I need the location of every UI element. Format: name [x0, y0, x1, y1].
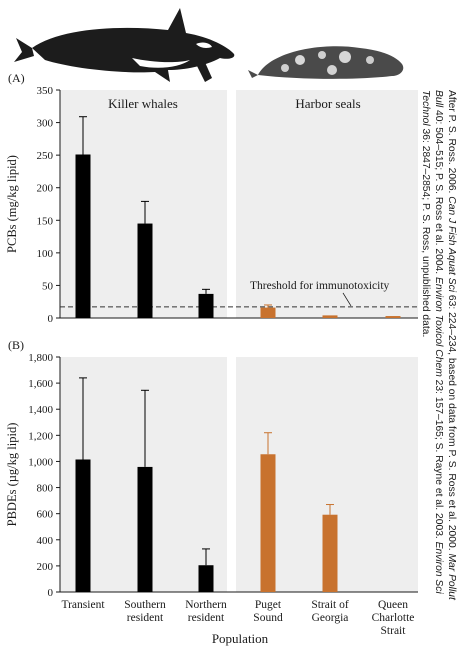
x-tick-label: Queen [378, 599, 408, 611]
y-tick-label: 300 [37, 118, 54, 130]
y-tick-label: 600 [37, 509, 54, 521]
bar [322, 514, 338, 592]
x-tick-label: resident [127, 612, 164, 624]
y-tick-label: 1,400 [28, 404, 53, 416]
panel-background [236, 90, 418, 318]
y-tick-label: 150 [37, 215, 54, 227]
panel-label: (B) [8, 338, 24, 352]
credit-text: 23: 157–165; S. Rayne et al. 2003. [433, 376, 444, 542]
y-tick-label: 0 [48, 313, 54, 325]
threshold-label: Threshold for immunotoxicity [250, 280, 390, 292]
y-tick-label: 250 [37, 150, 54, 162]
y-tick-label: 1,000 [28, 456, 53, 468]
credit-text: 63: 224–234, based on data from P. S. Ro… [446, 292, 457, 554]
group-label: Killer whales [108, 96, 178, 111]
bar [198, 293, 214, 318]
y-tick-label: 1,800 [28, 352, 53, 364]
x-tick-label: Strait of [311, 599, 349, 611]
chart-panel-b: (B) 0 200 400 600 800 1,000 1,200 1,400 1,600 1,80… [5, 338, 418, 646]
source-credit: After P. S. Ross. 2006. Can J Fish Aquat… [418, 90, 458, 610]
x-tick-label: Sound [253, 612, 283, 624]
x-tick-label: Puget [255, 599, 282, 611]
credit-text: 36: 2847–2854; P. S. Ross, unpublished d… [420, 125, 431, 338]
x-axis-label: Population [212, 631, 269, 646]
bar [75, 459, 91, 592]
x-tick-label: Charlotte [372, 612, 415, 624]
threshold-pointer [342, 292, 352, 307]
harbor-seal-illustration [248, 46, 404, 79]
bar [75, 154, 91, 318]
bar [322, 315, 338, 318]
y-tick-label: 800 [37, 483, 54, 495]
credit-journal: Environ Toxicol Chem [433, 277, 444, 377]
credit-text: 40: 504–515; P. S. Ross et al. 2004. [433, 107, 444, 277]
y-tick-label: 50 [42, 280, 54, 292]
y-tick-label: 100 [37, 248, 54, 260]
credit-text: After P. S. Ross. 2006. [446, 90, 457, 197]
bar [385, 316, 401, 318]
x-tick-label: Northern [185, 599, 227, 611]
y-tick-label: 0 [48, 587, 54, 599]
killer-whale-illustration [14, 8, 235, 82]
x-tick-label: Georgia [312, 612, 349, 624]
bar [137, 466, 153, 592]
bar [137, 223, 153, 318]
group-label: Harbor seals [295, 96, 360, 111]
chart-panel-a: (A) 0 50 100 150 200 250 300 350 PCBs (mg/kg lipi… [5, 71, 418, 325]
x-tick-label: Transient [61, 599, 105, 611]
bar [198, 565, 214, 592]
y-tick-label: 350 [37, 85, 54, 97]
y-axis-label: PCBs (mg/kg lipid) [5, 155, 19, 253]
x-tick-label: Strait [381, 625, 407, 637]
y-tick-label: 400 [37, 535, 54, 547]
y-tick-label: 1,200 [28, 430, 53, 442]
bar [260, 454, 276, 592]
credit-journal: Can J Fish Aquat Sci [446, 196, 457, 293]
y-tick-label: 200 [37, 183, 54, 195]
y-axis-label: PBDEs (µg/kg lipid) [5, 423, 19, 527]
panel-label: (A) [8, 71, 25, 85]
bar [260, 307, 276, 318]
x-tick-label: resident [188, 612, 225, 624]
x-tick-label: Southern [124, 599, 166, 611]
y-tick-label: 200 [37, 561, 54, 573]
y-tick-label: 1,600 [28, 378, 53, 390]
